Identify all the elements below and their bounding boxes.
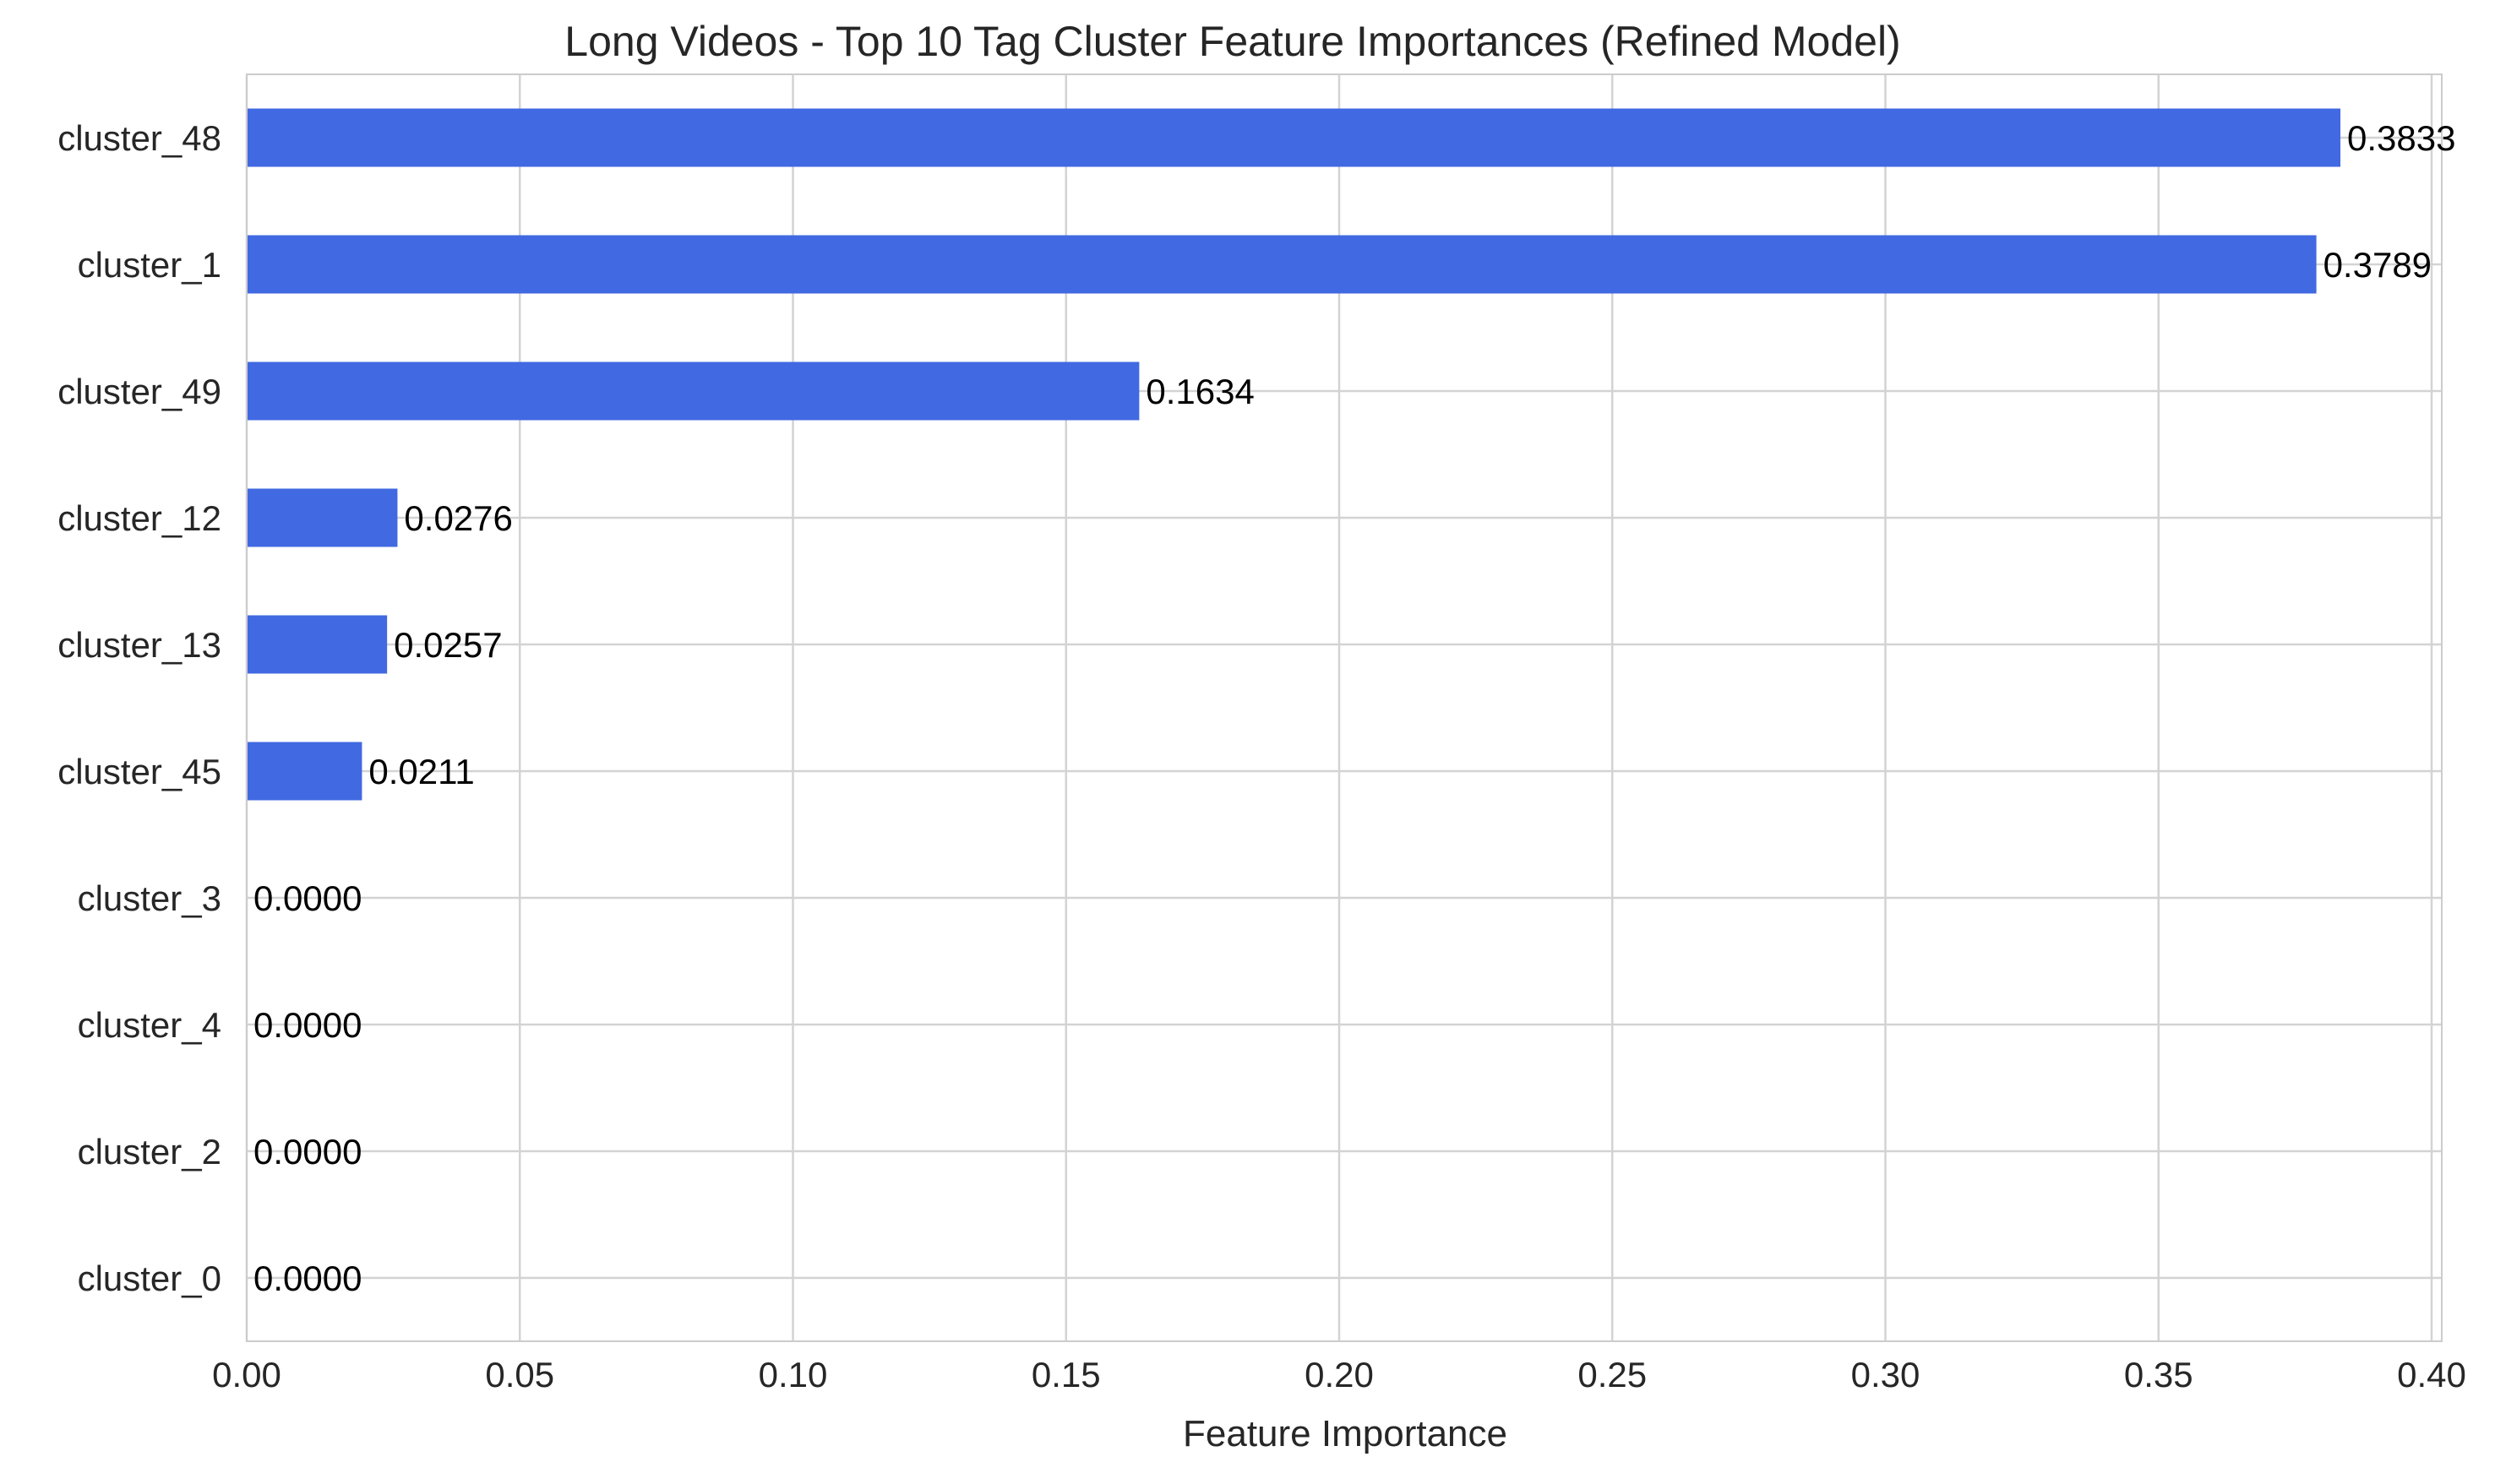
bar-value-label: 0.0211 [368, 752, 474, 791]
bar-value-label: 0.0000 [253, 878, 362, 918]
y-tick-label: cluster_48 [57, 118, 221, 158]
chart-title: Long Videos - Top 10 Tag Cluster Feature… [564, 18, 1900, 65]
x-tick-label: 0.25 [1577, 1355, 1647, 1394]
x-tick-label: 0.30 [1851, 1355, 1920, 1394]
bar-value-label: 0.0000 [253, 1132, 362, 1171]
bar-value-label: 0.3789 [2323, 245, 2432, 285]
y-tick-labels: cluster_48 cluster_1 cluster_49 cluster_12c… [57, 118, 221, 1298]
bar [247, 108, 2341, 167]
y-tick-label: cluster_2 [78, 1132, 221, 1171]
y-tick-label: cluster_45 [57, 752, 221, 791]
bar [247, 742, 362, 801]
bar [247, 488, 398, 547]
y-tick-label: cluster_12 [57, 498, 221, 538]
bars [247, 108, 2341, 801]
x-tick-label: 0.35 [2124, 1355, 2193, 1394]
x-tick-label: 0.05 [485, 1355, 554, 1394]
bar-value-label: 0.0257 [394, 625, 502, 665]
bar [247, 361, 1140, 421]
bar-value-label: 0.0000 [253, 1005, 362, 1045]
plot-frame [246, 73, 2443, 1342]
x-axis-label: Feature Importance [1183, 1413, 1507, 1454]
value-labels: 0.3833 0.3789 0.1634 0.0276 0.0257 0.0211 0.00… [253, 118, 2456, 1298]
y-tick-label: cluster_1 [78, 245, 221, 285]
y-tick-label: cluster_3 [78, 878, 221, 918]
x-tick-label: 0.10 [759, 1355, 828, 1394]
x-tick-label: 0.00 [212, 1355, 281, 1394]
x-tick-label: 0.40 [2397, 1355, 2466, 1394]
bar-value-label: 0.3833 [2347, 118, 2455, 158]
x-tick-labels: 0.00 0.05 0.10 0.15 0.20 0.25 0.30 0.35 0.40 [212, 1355, 2466, 1394]
y-tick-label: cluster_4 [78, 1005, 221, 1045]
y-tick-label: cluster_0 [78, 1258, 221, 1298]
bar-value-label: 0.0276 [404, 498, 512, 538]
bar [247, 615, 388, 674]
bar-value-label: 0.0000 [253, 1258, 362, 1298]
x-tick-label: 0.20 [1305, 1355, 1374, 1394]
y-tick-label: cluster_13 [57, 625, 221, 665]
y-tick-label: cluster_49 [57, 372, 221, 411]
bar [247, 235, 2317, 294]
x-tick-label: 0.15 [1032, 1355, 1101, 1394]
bar-value-label: 0.1634 [1146, 372, 1254, 411]
